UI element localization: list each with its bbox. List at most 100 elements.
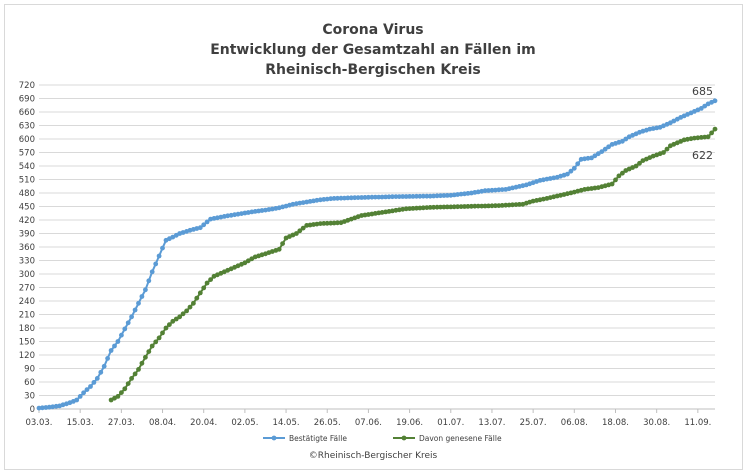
data-point (664, 146, 670, 152)
data-point (139, 360, 145, 366)
data-point (136, 300, 141, 306)
data-point (393, 194, 399, 200)
data-point (132, 371, 138, 377)
y-tick-label: 330 (19, 257, 35, 267)
chart-title-line: Rheinisch-Bergischen Kreis (265, 62, 480, 78)
data-point (455, 204, 460, 210)
data-point (108, 348, 114, 353)
x-tick-label: 08.04. (149, 418, 176, 428)
y-tick-label: 150 (19, 338, 35, 348)
data-point (101, 363, 107, 369)
data-point (294, 231, 299, 236)
data-point (197, 225, 203, 231)
data-point (129, 376, 134, 381)
data-point (503, 202, 509, 208)
data-point (348, 195, 354, 201)
data-point (94, 376, 100, 381)
x-tick-label: 14.05. (273, 418, 300, 428)
data-point (493, 203, 498, 209)
data-point (458, 204, 464, 210)
data-point (259, 208, 265, 213)
y-tick-label: 120 (19, 351, 35, 361)
data-point (132, 307, 138, 313)
data-point (431, 193, 436, 199)
data-point (575, 161, 581, 167)
data-point (462, 204, 467, 209)
data-point (407, 206, 412, 212)
data-point (424, 205, 430, 211)
data-point (125, 320, 131, 326)
data-point (571, 165, 577, 171)
data-point (434, 204, 440, 210)
y-tick-label: 300 (19, 270, 35, 280)
end-annotations: 685 622 (692, 85, 713, 162)
data-point (431, 204, 436, 210)
data-point (297, 228, 303, 234)
data-point (331, 196, 337, 201)
series-layer (36, 98, 718, 411)
data-point (146, 278, 152, 284)
y-tick-label: 720 (19, 81, 35, 91)
data-point (225, 213, 231, 219)
data-point (712, 126, 718, 132)
chart-title-line: Corona Virus (322, 22, 423, 38)
data-point (201, 285, 207, 291)
data-point (156, 335, 162, 341)
data-point (695, 135, 701, 141)
x-tick-label: 13.07. (478, 418, 505, 428)
y-tick-label: 240 (19, 297, 35, 307)
data-point (143, 354, 148, 360)
data-point (331, 220, 337, 226)
x-tick-label: 30.08. (643, 418, 670, 428)
data-point (74, 397, 80, 403)
data-point (170, 318, 176, 324)
data-point (499, 187, 505, 193)
data-point (513, 202, 519, 208)
y-tick-label: 90 (24, 365, 35, 375)
data-point (122, 326, 128, 332)
data-point (149, 343, 155, 349)
data-point (81, 390, 86, 396)
data-point (156, 253, 162, 259)
chart-title-line: Entwicklung der Gesamtzahl an Fällen im (210, 42, 536, 58)
data-point (50, 404, 56, 410)
data-point (342, 195, 347, 201)
data-point (105, 356, 110, 361)
data-point (379, 210, 385, 215)
data-point (119, 332, 124, 338)
data-point (420, 205, 426, 211)
legend-swatch-marker (401, 435, 407, 441)
data-point (417, 193, 423, 199)
chart-title: Corona Virus Entwicklung der Gesamtzahl a… (210, 22, 536, 78)
data-point (595, 151, 601, 157)
data-point (475, 203, 481, 209)
data-point (335, 195, 340, 201)
legend-label: Bestätigte Fälle (289, 434, 347, 443)
data-point (448, 204, 454, 210)
data-point (496, 203, 502, 209)
chart-frame: Corona Virus Entwicklung der Gesamtzahl a… (4, 4, 743, 470)
data-point (139, 294, 145, 299)
y-tick-label: 690 (19, 95, 35, 105)
y-tick-label: 30 (24, 392, 35, 402)
data-point (115, 394, 121, 399)
x-tick-label: 06.08. (561, 418, 588, 428)
data-point (390, 194, 395, 200)
data-point (472, 203, 478, 209)
x-tick-label: 02.05. (231, 418, 258, 428)
data-point (84, 387, 90, 392)
data-point (40, 405, 45, 411)
data-point (177, 314, 183, 320)
data-point (318, 221, 323, 227)
data-point (434, 193, 440, 199)
data-point (698, 106, 704, 111)
end-label-recovered: 622 (692, 149, 713, 162)
data-point (517, 202, 522, 207)
data-point (149, 269, 155, 275)
data-point (455, 192, 460, 197)
data-point (143, 287, 148, 293)
data-point (369, 194, 375, 200)
x-tick-label: 07.06. (355, 418, 382, 428)
data-point (705, 134, 711, 140)
data-point (465, 204, 471, 209)
